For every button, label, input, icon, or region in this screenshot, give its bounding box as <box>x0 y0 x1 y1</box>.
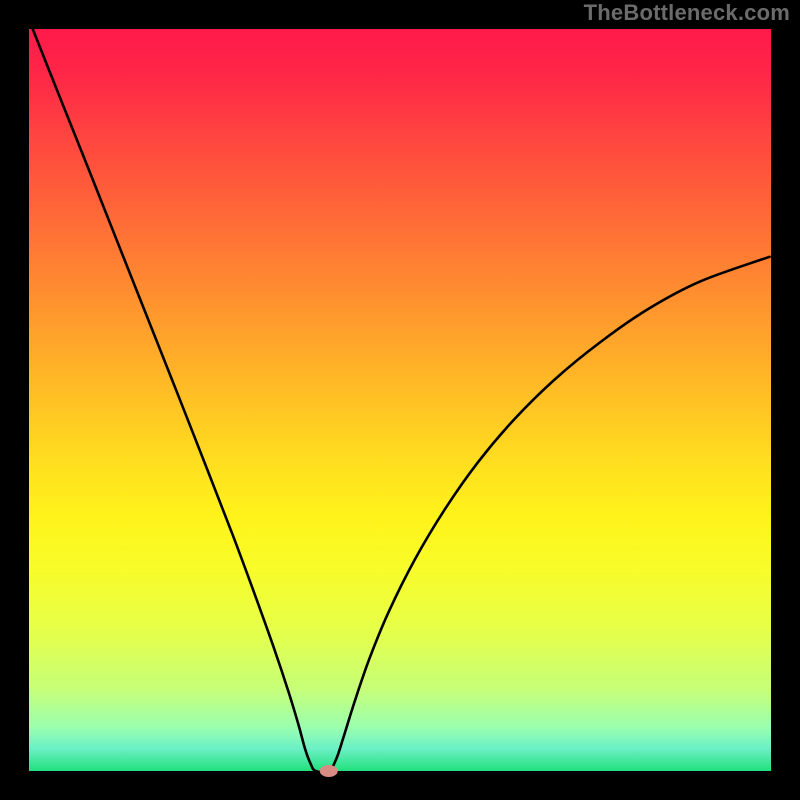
chart-container: TheBottleneck.com <box>0 0 800 800</box>
minimum-marker <box>320 765 338 777</box>
chart-svg <box>0 0 800 800</box>
plot-background <box>29 29 771 771</box>
